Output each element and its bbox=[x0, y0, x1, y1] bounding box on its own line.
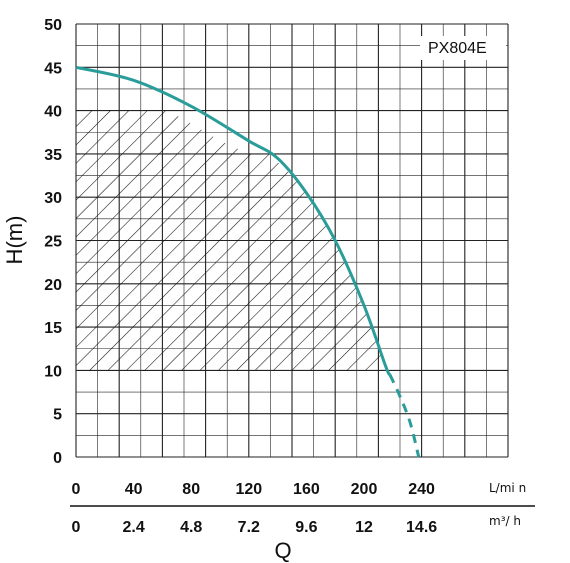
y-tick-label: 0 bbox=[53, 450, 62, 467]
x-tick-lpm: 160 bbox=[293, 481, 320, 498]
x-axis-m3h-ticks: 0 2.4 4.8 7.2 9.6 12 14.6 bbox=[72, 519, 438, 536]
x-tick-lpm: 0 bbox=[72, 481, 81, 498]
y-tick-label: 5 bbox=[53, 407, 62, 424]
y-tick-label: 10 bbox=[44, 363, 62, 380]
y-tick-label: 40 bbox=[44, 104, 62, 121]
y-tick-label: 45 bbox=[44, 60, 62, 77]
y-tick-label: 35 bbox=[44, 147, 62, 164]
x-tick-lpm: 40 bbox=[125, 481, 143, 498]
x-tick-m3h: 14.6 bbox=[406, 519, 437, 536]
x-tick-m3h: 12 bbox=[355, 519, 373, 536]
y-axis-label: H(m) bbox=[2, 216, 27, 265]
pump-curve-dashed bbox=[388, 374, 421, 458]
y-tick-label: 20 bbox=[44, 277, 62, 294]
x-tick-m3h: 9.6 bbox=[295, 519, 317, 536]
x-axis-label: Q bbox=[274, 538, 291, 563]
operating-region-hatch bbox=[76, 110, 385, 371]
x-tick-m3h: 4.8 bbox=[180, 519, 202, 536]
x-tick-lpm: 80 bbox=[182, 481, 200, 498]
x-tick-lpm: 240 bbox=[408, 481, 435, 498]
x-axis-lpm-unit: L/mi n bbox=[489, 481, 526, 495]
y-tick-label: 25 bbox=[44, 234, 62, 251]
x-tick-lpm: 120 bbox=[235, 481, 262, 498]
x-tick-m3h: 0 bbox=[72, 519, 81, 536]
x-tick-lpm: 200 bbox=[351, 481, 378, 498]
x-axis-lpm-ticks: 0 40 80 120 160 200 240 bbox=[72, 481, 435, 498]
y-tick-label: 30 bbox=[44, 190, 62, 207]
model-label-bg bbox=[420, 36, 506, 60]
x-tick-m3h: 2.4 bbox=[122, 519, 144, 536]
y-tick-label: 50 bbox=[44, 17, 62, 34]
x-tick-m3h: 7.2 bbox=[238, 519, 260, 536]
y-tick-label: 15 bbox=[44, 320, 62, 337]
model-label: PX804E bbox=[428, 40, 487, 57]
x-axis-m3h-unit: m³/ h bbox=[489, 514, 521, 528]
pump-curve-solid bbox=[75, 65, 392, 376]
